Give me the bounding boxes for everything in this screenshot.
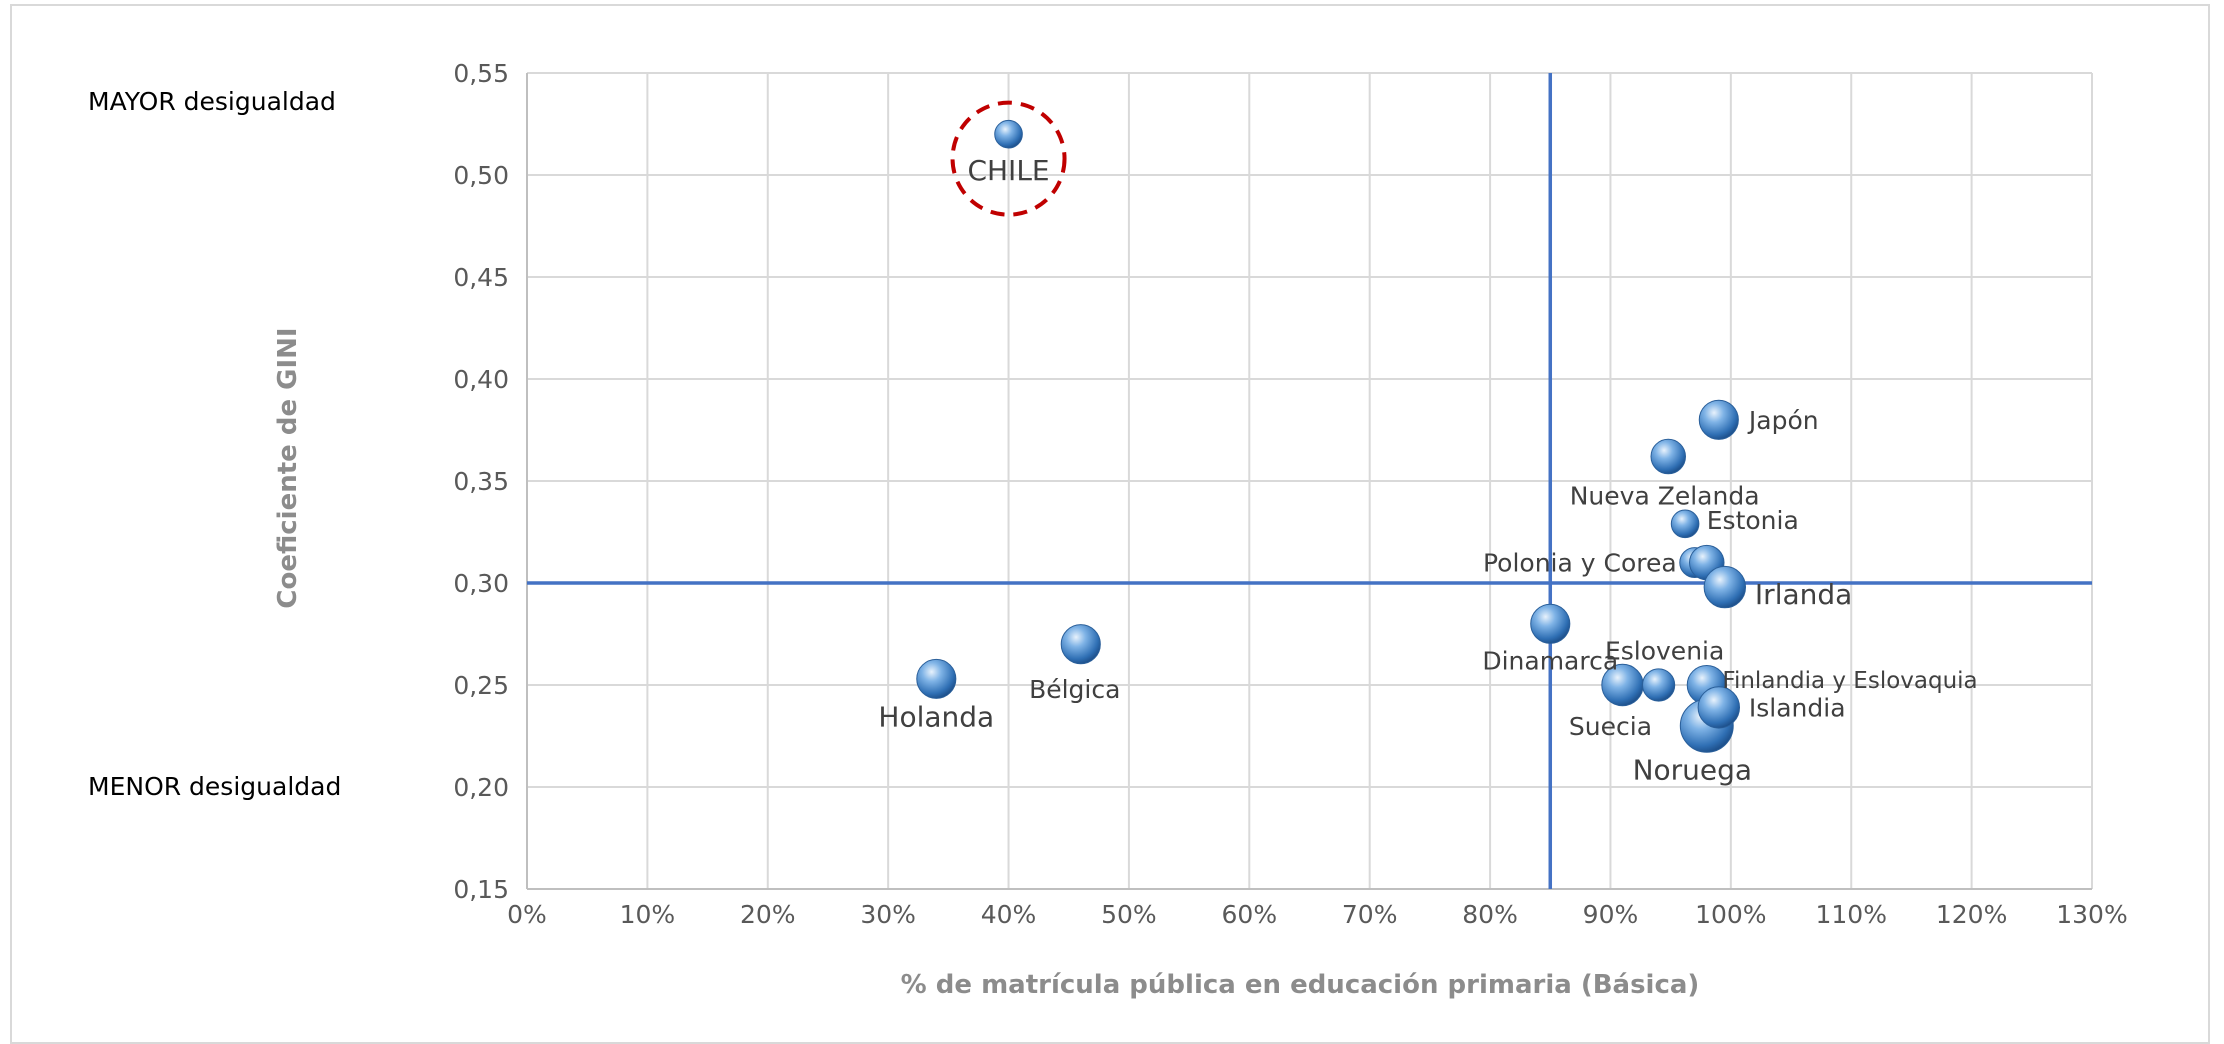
data-point xyxy=(994,119,1023,149)
data-point xyxy=(1697,686,1741,729)
point-label: Nueva Zelanda xyxy=(1570,481,1760,510)
point-labels: CHILE Holanda Bélgica Japón Nueva ZelandaEst… xyxy=(878,154,1977,787)
y-tick-label: 0,15 xyxy=(453,875,509,904)
x-tick-label: 110% xyxy=(1815,900,1886,929)
point-label: Islandia xyxy=(1749,693,1846,722)
annotation-top: MAYOR desigualdad xyxy=(88,87,336,116)
x-tick-label: 30% xyxy=(860,900,916,929)
y-tick-label: 0,50 xyxy=(453,161,509,190)
y-tick-label: 0,55 xyxy=(453,59,509,88)
x-axis-label: % de matrícula pública en educación prim… xyxy=(901,970,1700,1000)
point-label: Finlandia y Eslovaquia xyxy=(1722,668,1977,694)
data-point xyxy=(1060,624,1101,665)
y-tick-label: 0,35 xyxy=(453,467,509,496)
point-label: Holanda xyxy=(878,701,994,734)
x-tick-label: 80% xyxy=(1462,900,1518,929)
annotation-bottom: MENOR desigualdad xyxy=(88,772,341,801)
point-label: Bélgica xyxy=(1029,675,1120,704)
y-tick-label: 0,20 xyxy=(453,773,509,802)
x-tick-label: 120% xyxy=(1936,900,2007,929)
point-label: Estonia xyxy=(1707,506,1799,535)
point-label: Suecia xyxy=(1569,712,1652,741)
axes: 0% 10% 20% 30% 40% 50% 60% 70% 80% 90% 100% 110% 120… xyxy=(453,59,2127,929)
y-tick-label: 0,45 xyxy=(453,263,509,292)
x-tick-label: 100% xyxy=(1695,900,1766,929)
data-points xyxy=(916,119,1747,753)
data-point xyxy=(1698,399,1739,440)
y-tick-label: 0,30 xyxy=(453,569,509,598)
reference-lines xyxy=(527,73,2092,889)
highlight xyxy=(950,100,1067,217)
x-tick-label: 50% xyxy=(1101,900,1157,929)
data-point xyxy=(916,658,957,699)
point-label: Eslovenia xyxy=(1605,636,1724,665)
data-point xyxy=(1642,668,1676,702)
x-tick-label: 10% xyxy=(620,900,676,929)
x-tick-label: 60% xyxy=(1222,900,1278,929)
highlight-circle xyxy=(950,100,1067,217)
point-label: Polonia y Corea xyxy=(1483,549,1677,578)
data-point xyxy=(1670,509,1700,539)
grid-lines xyxy=(526,72,2093,890)
data-point xyxy=(1530,603,1571,644)
data-point xyxy=(1703,565,1747,609)
x-tick-label: 0% xyxy=(507,900,547,929)
x-tick-label: 90% xyxy=(1583,900,1639,929)
point-label: CHILE xyxy=(967,154,1049,187)
y-tick-label: 0,25 xyxy=(453,671,509,700)
point-label: Irlanda xyxy=(1755,578,1852,611)
y-axis-label: Coeficiente de GINI xyxy=(273,327,303,608)
point-label: Dinamarca xyxy=(1482,647,1618,676)
point-label: Japón xyxy=(1747,406,1819,435)
x-tick-label: 20% xyxy=(740,900,796,929)
y-tick-label: 0,40 xyxy=(453,365,509,394)
point-label: Noruega xyxy=(1633,754,1753,787)
x-tick-label: 130% xyxy=(2056,900,2127,929)
x-tick-label: 40% xyxy=(981,900,1037,929)
x-tick-label: 70% xyxy=(1342,900,1398,929)
data-point xyxy=(1650,438,1686,475)
